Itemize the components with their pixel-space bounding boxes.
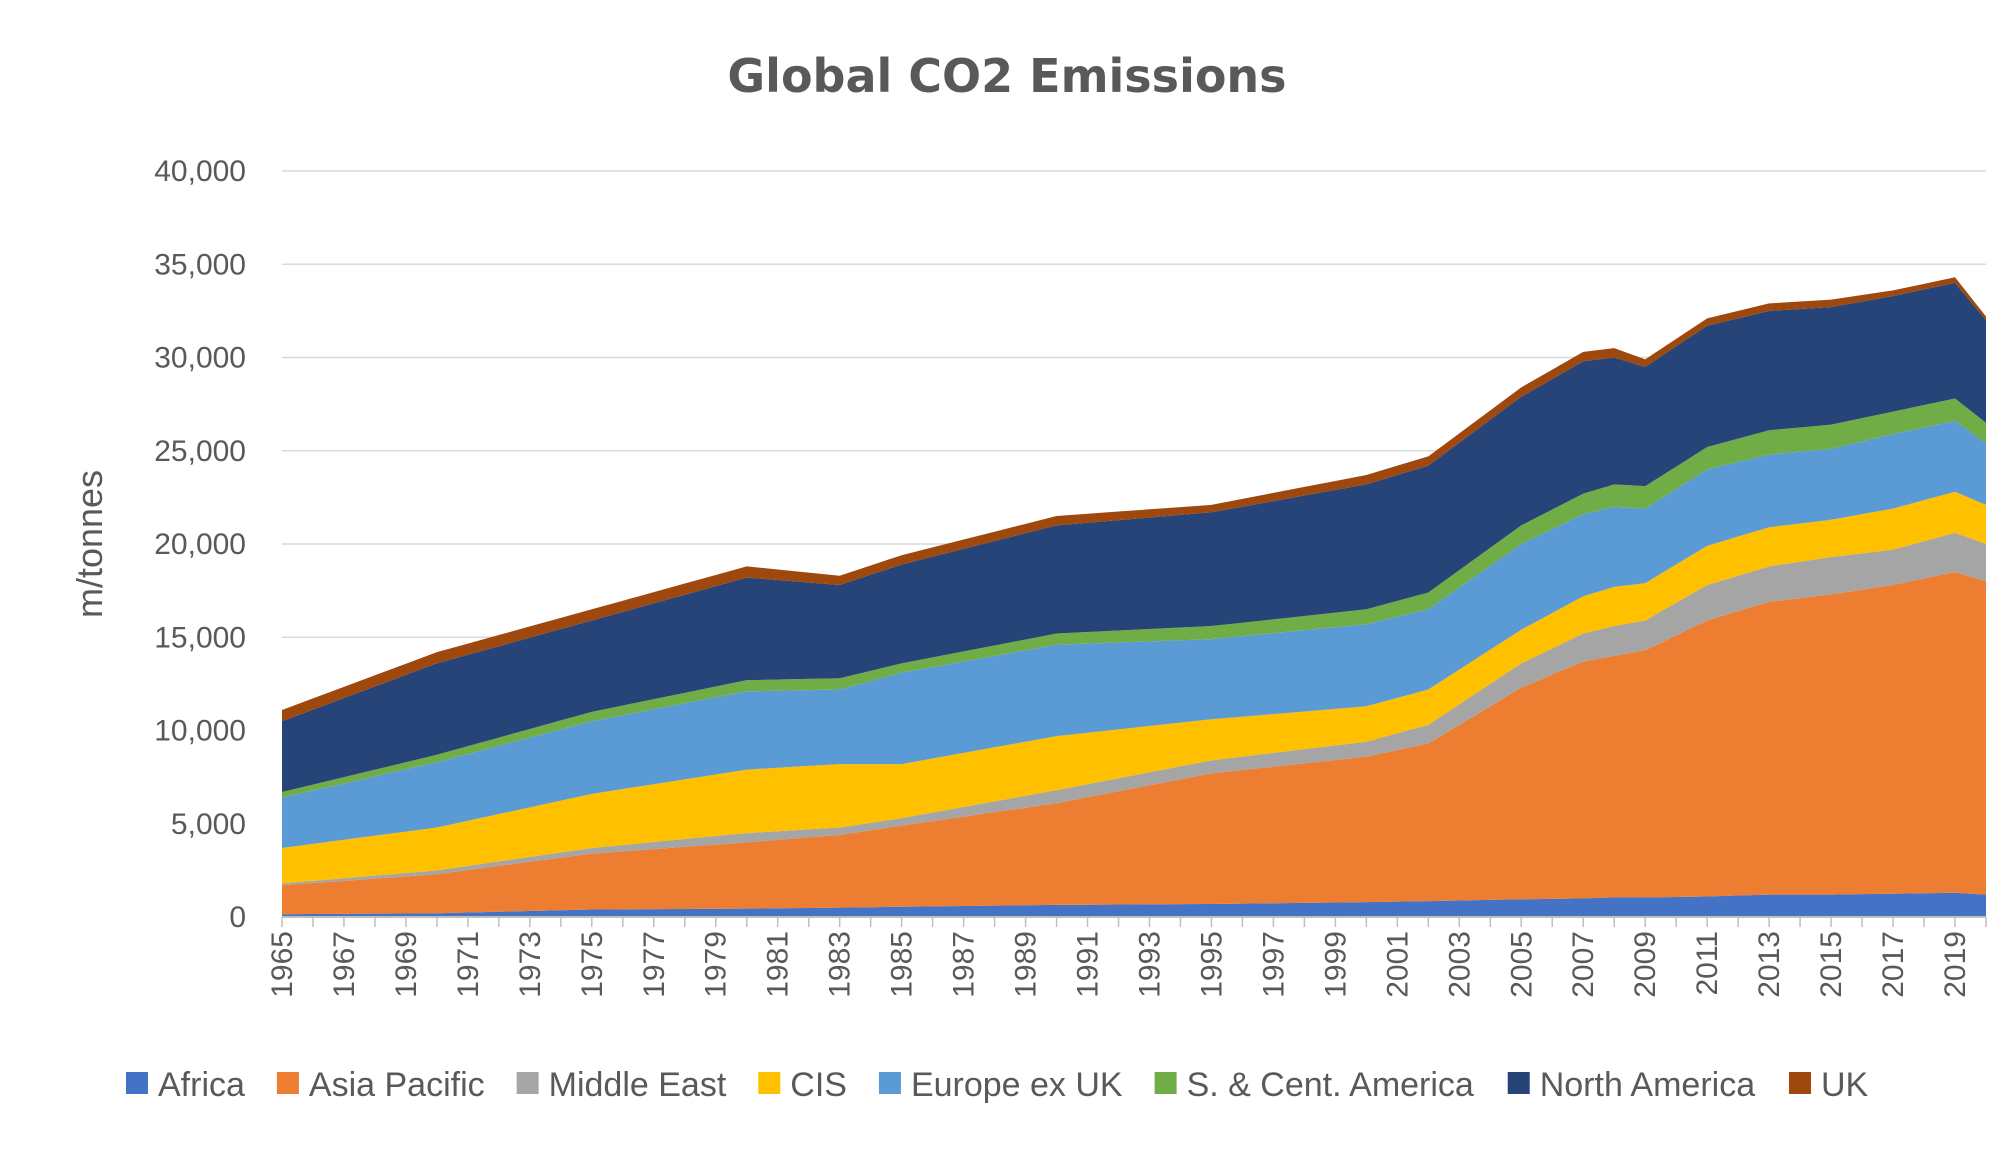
legend-swatch-north-america [1507, 1072, 1530, 1094]
x-tick-label: 1971 [452, 931, 485, 998]
x-tick-label: 1999 [1319, 931, 1352, 998]
legend-swatch-asia-pacific [276, 1072, 299, 1094]
legend-label-cis: CIS [790, 1066, 847, 1104]
x-tick-label: 1975 [576, 931, 609, 998]
legend-label-europe-ex-uk: Europe ex UK [911, 1066, 1123, 1104]
y-tick-label: 10,000 [154, 715, 246, 748]
legend-label-uk: UK [1821, 1066, 1869, 1104]
x-tick-label: 1995 [1195, 931, 1228, 998]
x-tick-label: 1967 [328, 931, 361, 998]
legend-swatch-uk [1789, 1072, 1812, 1094]
y-tick-label: 35,000 [154, 248, 246, 281]
area-middle-east [282, 532, 1986, 886]
legend-swatch-africa [126, 1072, 148, 1094]
legend-label-s-cent-america: S. & Cent. America [1187, 1066, 1474, 1104]
x-tick-label: 1969 [390, 931, 423, 998]
legend-swatch-s-cent-america [1154, 1072, 1177, 1094]
legend-swatch-middle-east [516, 1072, 539, 1094]
legend-label-middle-east: Middle East [549, 1066, 727, 1104]
area-africa [282, 892, 1986, 917]
x-tick-label: 2019 [1939, 931, 1972, 998]
x-tick-label: 2005 [1505, 931, 1538, 998]
area-s-cent-america [282, 398, 1986, 798]
x-tick-label: 1979 [700, 931, 733, 998]
y-tick-labels: 0 5,000 10,000 15,000 20,000 25,000 30,000 35,0… [154, 155, 246, 934]
x-tick-label: 2013 [1753, 931, 1786, 998]
area-series [282, 277, 1986, 917]
x-tick-label: 1997 [1257, 931, 1290, 998]
x-tick-label: 2009 [1629, 931, 1662, 998]
x-tick-label: 1983 [824, 931, 857, 998]
y-tick-label: 30,000 [154, 342, 246, 375]
area-north-america [282, 282, 1986, 793]
y-tick-label: 25,000 [154, 435, 246, 468]
y-tick-label: 0 [229, 901, 246, 934]
legend-label-north-america: North America [1540, 1066, 1755, 1104]
x-tick-label: 1981 [762, 931, 795, 998]
x-tick-label: 2017 [1877, 931, 1910, 998]
x-tick-label: 2011 [1691, 931, 1724, 996]
x-tick-label: 2003 [1443, 931, 1476, 998]
y-tick-label: 15,000 [154, 621, 246, 654]
x-tick-label: 1991 [1072, 931, 1105, 998]
y-tick-label: 20,000 [154, 528, 246, 561]
x-tick-label: 1977 [638, 931, 671, 998]
y-tick-label: 40,000 [154, 155, 246, 188]
x-tick-label: 1985 [886, 931, 919, 998]
x-tick-labels: 1965 1967 1969 1971 1973 1975 1977 1979 1981 1983… [266, 917, 1987, 998]
x-tick-label: 2001 [1381, 931, 1414, 998]
legend-swatch-europe-ex-uk [878, 1072, 901, 1094]
legend: Africa Asia Pacific Middle East CIS Europe e… [126, 1066, 1869, 1104]
x-tick-label: 1989 [1010, 931, 1043, 998]
x-tick-label: 1993 [1133, 931, 1166, 998]
area-asia-pacific [282, 571, 1986, 915]
x-tick-label: 1973 [514, 931, 547, 998]
x-tick-label: 1965 [266, 931, 299, 998]
legend-label-africa: Africa [158, 1066, 245, 1104]
chart-title: Global CO2 Emissions [727, 49, 1286, 103]
legend-swatch-cis [758, 1072, 781, 1094]
area-europe-ex-uk [282, 420, 1986, 848]
x-tick-label: 2015 [1815, 931, 1848, 998]
y-tick-label: 5,000 [171, 808, 246, 841]
y-axis-label: m/tonnes [69, 470, 110, 618]
x-tick-label: 2007 [1567, 931, 1600, 998]
legend-label-asia-pacific: Asia Pacific [309, 1066, 485, 1104]
area-cis [282, 491, 1986, 884]
x-tick-label: 1987 [948, 931, 981, 998]
